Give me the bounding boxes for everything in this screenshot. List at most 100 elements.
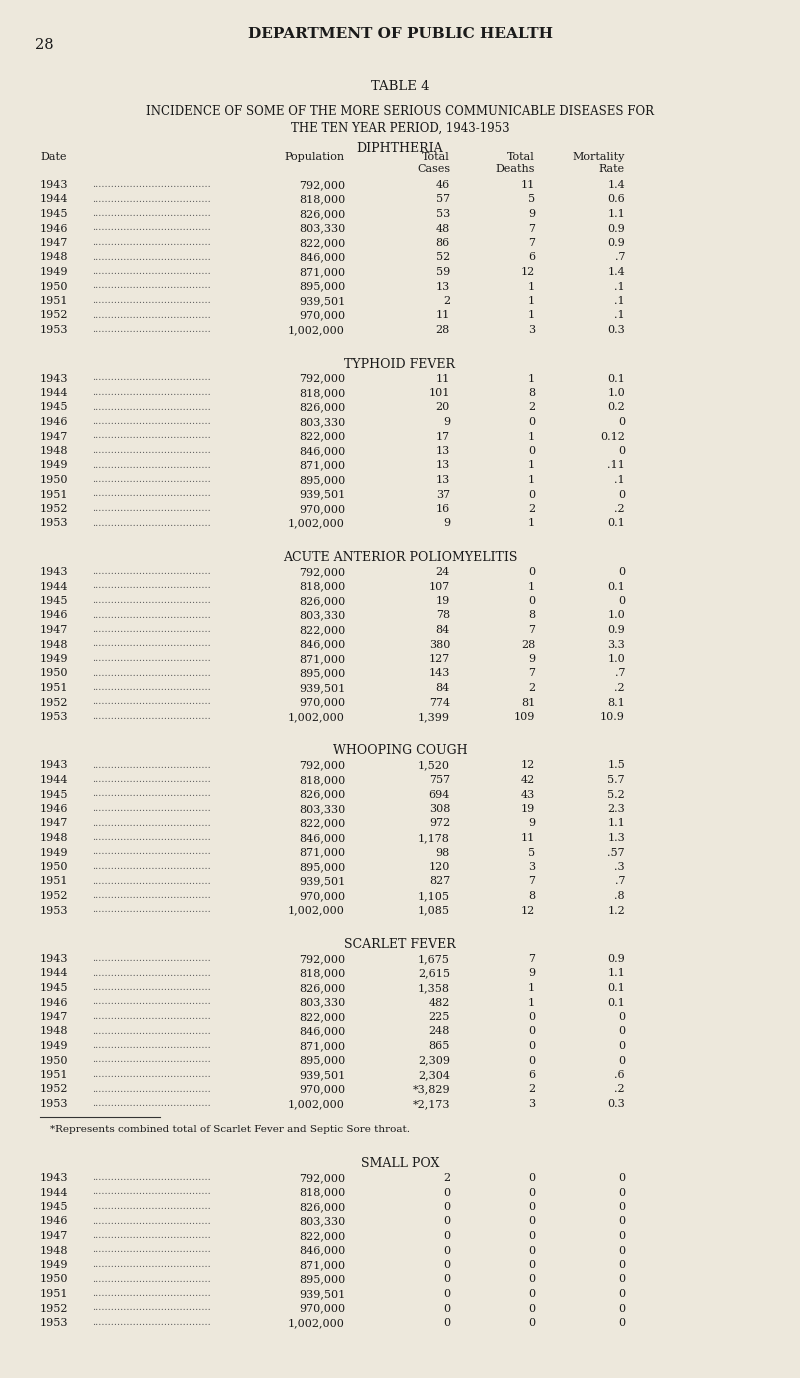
Text: ......................................: ...................................... bbox=[92, 712, 210, 721]
Text: 12: 12 bbox=[521, 267, 535, 277]
Text: 803,330: 803,330 bbox=[298, 803, 345, 814]
Text: 0.9: 0.9 bbox=[607, 954, 625, 965]
Text: 826,000: 826,000 bbox=[298, 1202, 345, 1213]
Text: 0: 0 bbox=[618, 1288, 625, 1299]
Text: 1952: 1952 bbox=[40, 310, 69, 321]
Text: SCARLET FEVER: SCARLET FEVER bbox=[344, 938, 456, 951]
Text: 939,501: 939,501 bbox=[298, 296, 345, 306]
Text: 1944: 1944 bbox=[40, 1188, 69, 1197]
Text: 865: 865 bbox=[429, 1040, 450, 1051]
Text: 0: 0 bbox=[618, 1040, 625, 1051]
Text: 1946: 1946 bbox=[40, 223, 69, 233]
Text: 871,000: 871,000 bbox=[299, 460, 345, 470]
Text: ......................................: ...................................... bbox=[92, 655, 210, 663]
Text: 1952: 1952 bbox=[40, 697, 69, 707]
Text: Date: Date bbox=[40, 152, 66, 163]
Text: 109: 109 bbox=[514, 712, 535, 722]
Text: 5.7: 5.7 bbox=[607, 774, 625, 785]
Text: 46: 46 bbox=[436, 181, 450, 190]
Text: 11: 11 bbox=[521, 832, 535, 843]
Text: ......................................: ...................................... bbox=[92, 582, 210, 591]
Text: 1946: 1946 bbox=[40, 998, 69, 1007]
Text: 1943: 1943 bbox=[40, 761, 69, 770]
Text: 28: 28 bbox=[35, 39, 54, 52]
Text: ......................................: ...................................... bbox=[92, 668, 210, 678]
Text: .1: .1 bbox=[614, 475, 625, 485]
Text: 81: 81 bbox=[521, 697, 535, 707]
Text: 28: 28 bbox=[521, 639, 535, 649]
Text: 970,000: 970,000 bbox=[299, 892, 345, 901]
Text: 1: 1 bbox=[528, 296, 535, 306]
Text: ......................................: ...................................... bbox=[92, 761, 210, 769]
Text: 1.0: 1.0 bbox=[607, 610, 625, 620]
Text: 308: 308 bbox=[429, 803, 450, 814]
Text: .7: .7 bbox=[614, 252, 625, 262]
Text: ......................................: ...................................... bbox=[92, 1259, 210, 1269]
Text: 822,000: 822,000 bbox=[298, 1011, 345, 1022]
Text: 1.4: 1.4 bbox=[607, 267, 625, 277]
Text: 0: 0 bbox=[528, 418, 535, 427]
Text: 871,000: 871,000 bbox=[299, 655, 345, 664]
Text: 1951: 1951 bbox=[40, 683, 69, 693]
Text: .1: .1 bbox=[614, 296, 625, 306]
Text: 0: 0 bbox=[528, 566, 535, 577]
Text: 12: 12 bbox=[521, 905, 535, 915]
Text: 1: 1 bbox=[528, 475, 535, 485]
Text: 2: 2 bbox=[443, 1173, 450, 1182]
Text: ......................................: ...................................... bbox=[92, 296, 210, 305]
Text: 0: 0 bbox=[618, 1231, 625, 1242]
Text: 895,000: 895,000 bbox=[298, 1275, 345, 1284]
Text: 1951: 1951 bbox=[40, 1069, 69, 1080]
Text: ......................................: ...................................... bbox=[92, 774, 210, 784]
Text: 0: 0 bbox=[618, 1246, 625, 1255]
Text: .7: .7 bbox=[614, 668, 625, 678]
Text: 0: 0 bbox=[618, 1027, 625, 1036]
Text: 78: 78 bbox=[436, 610, 450, 620]
Text: 107: 107 bbox=[429, 582, 450, 591]
Text: 0: 0 bbox=[618, 1317, 625, 1328]
Text: 1.4: 1.4 bbox=[607, 181, 625, 190]
Text: 1,002,000: 1,002,000 bbox=[288, 518, 345, 529]
Text: 818,000: 818,000 bbox=[298, 194, 345, 204]
Text: 0: 0 bbox=[618, 1202, 625, 1213]
Text: 970,000: 970,000 bbox=[299, 1084, 345, 1094]
Text: 1948: 1948 bbox=[40, 832, 69, 843]
Text: 20: 20 bbox=[436, 402, 450, 412]
Text: 1952: 1952 bbox=[40, 1084, 69, 1094]
Text: 970,000: 970,000 bbox=[299, 697, 345, 707]
Text: 2,615: 2,615 bbox=[418, 969, 450, 978]
Text: 1.0: 1.0 bbox=[607, 655, 625, 664]
Text: 2: 2 bbox=[528, 402, 535, 412]
Text: 846,000: 846,000 bbox=[298, 832, 345, 843]
Text: 8: 8 bbox=[528, 389, 535, 398]
Text: ......................................: ...................................... bbox=[92, 402, 210, 412]
Text: 0: 0 bbox=[528, 597, 535, 606]
Text: ......................................: ...................................... bbox=[92, 832, 210, 842]
Text: ......................................: ...................................... bbox=[92, 1173, 210, 1182]
Text: 0: 0 bbox=[528, 1304, 535, 1313]
Text: 1948: 1948 bbox=[40, 1027, 69, 1036]
Text: 895,000: 895,000 bbox=[298, 281, 345, 292]
Text: 6: 6 bbox=[528, 252, 535, 262]
Text: WHOOPING COUGH: WHOOPING COUGH bbox=[333, 744, 467, 758]
Text: 482: 482 bbox=[429, 998, 450, 1007]
Text: ......................................: ...................................... bbox=[92, 1246, 210, 1254]
Text: 826,000: 826,000 bbox=[298, 597, 345, 606]
Text: 1945: 1945 bbox=[40, 402, 69, 412]
Text: 13: 13 bbox=[436, 475, 450, 485]
Text: 0: 0 bbox=[618, 1056, 625, 1065]
Text: 1949: 1949 bbox=[40, 847, 69, 857]
Text: TYPHOID FEVER: TYPHOID FEVER bbox=[345, 357, 455, 371]
Text: 0: 0 bbox=[528, 1040, 535, 1051]
Text: 822,000: 822,000 bbox=[298, 626, 345, 635]
Text: 822,000: 822,000 bbox=[298, 1231, 345, 1242]
Text: 9: 9 bbox=[528, 969, 535, 978]
Text: .11: .11 bbox=[607, 460, 625, 470]
Text: 871,000: 871,000 bbox=[299, 847, 345, 857]
Text: 827: 827 bbox=[429, 876, 450, 886]
Text: ......................................: ...................................... bbox=[92, 683, 210, 692]
Text: 1948: 1948 bbox=[40, 639, 69, 649]
Text: ......................................: ...................................... bbox=[92, 238, 210, 247]
Text: 970,000: 970,000 bbox=[299, 1304, 345, 1313]
Text: ......................................: ...................................... bbox=[92, 790, 210, 798]
